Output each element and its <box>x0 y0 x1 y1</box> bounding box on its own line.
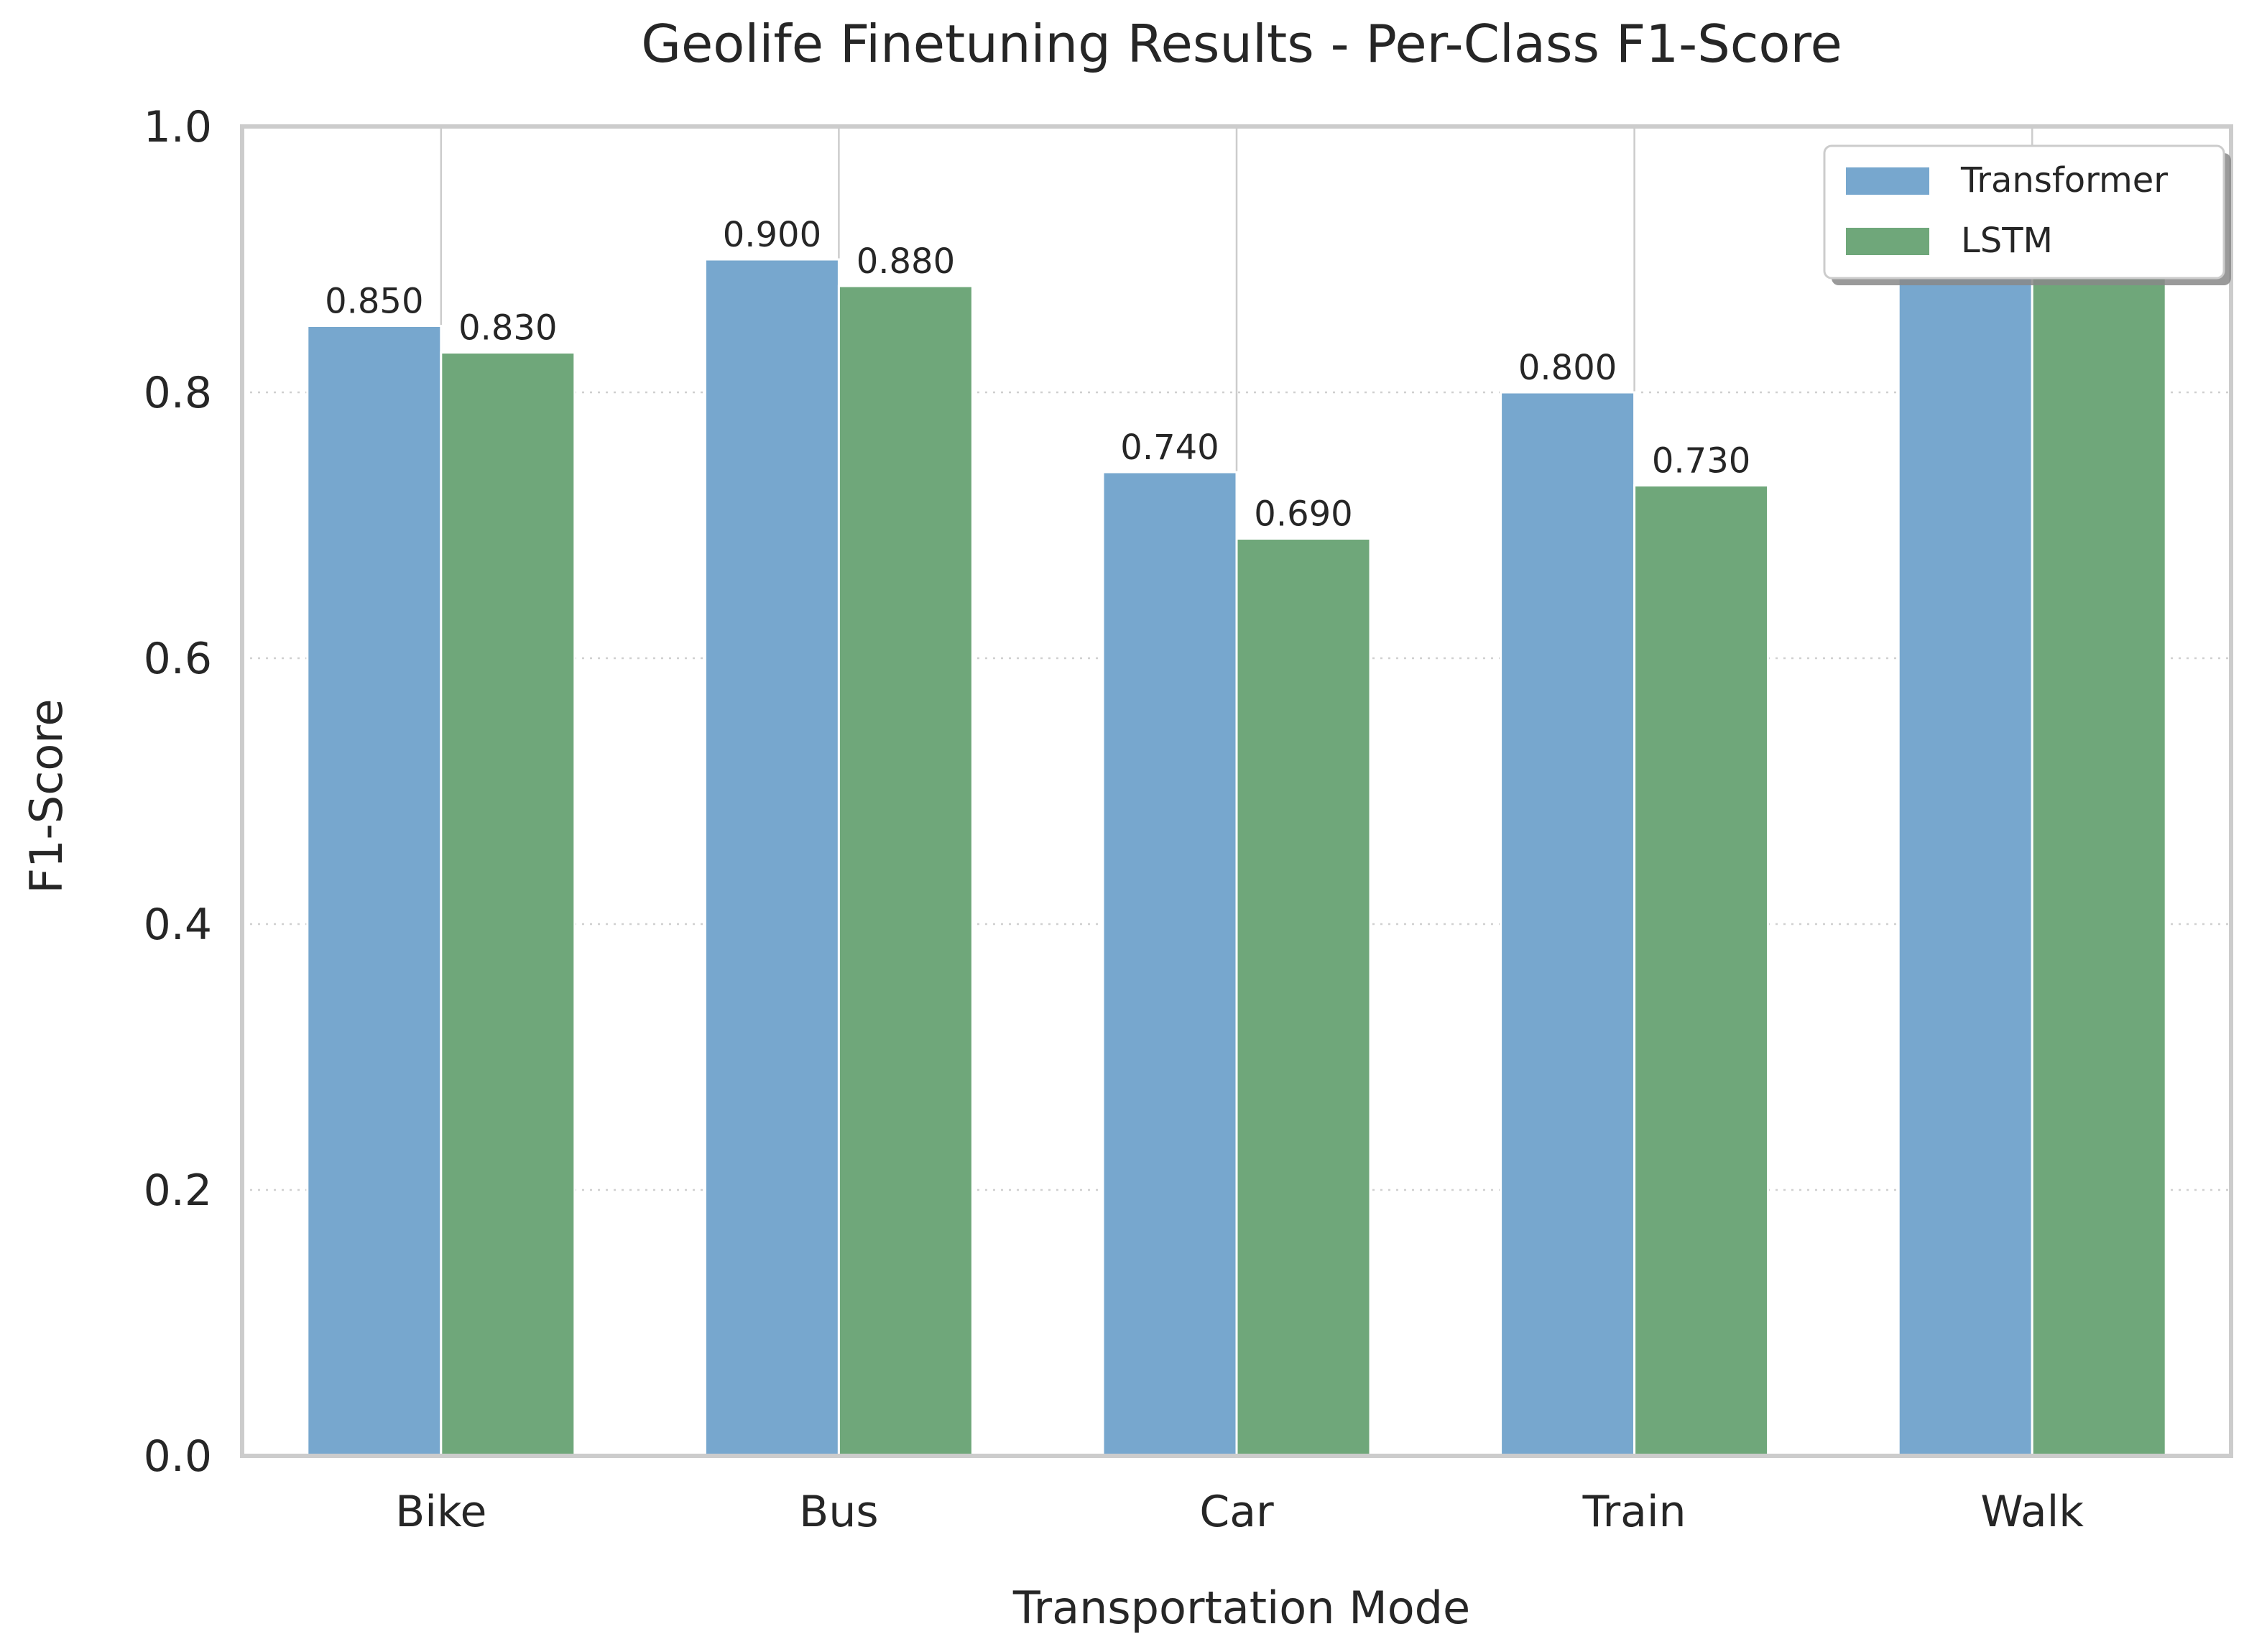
bar-lstm-bike <box>440 351 576 1457</box>
bar-transformer-train <box>1500 391 1636 1457</box>
legend-swatch-transformer <box>1846 167 1929 195</box>
y-tick-label: 0.6 <box>144 634 212 684</box>
bar-lstm-walk <box>2031 231 2167 1457</box>
bar-lstm-car <box>1235 537 1372 1457</box>
bar-transformer-bus <box>703 258 840 1457</box>
plot-frame <box>240 124 2233 1458</box>
bar-value-label: 0.730 <box>1652 441 1750 481</box>
bar-transformer-walk <box>1897 218 2033 1457</box>
bar-value-label: 0.880 <box>857 241 955 282</box>
bar-transformer-bike <box>306 325 443 1457</box>
bar-value-label: 0.850 <box>325 282 423 322</box>
y-tick-label: 0.2 <box>144 1166 212 1216</box>
bar-transformer-car <box>1102 471 1238 1457</box>
x-tick-label: Train <box>1582 1487 1686 1537</box>
y-tick-label: 0.0 <box>144 1431 212 1482</box>
bar-lstm-bus <box>837 285 974 1457</box>
bar-value-label: 0.830 <box>458 308 557 349</box>
x-axis-label: Transportation Mode <box>1012 1582 1470 1634</box>
bar-value-label: 0.690 <box>1254 494 1352 535</box>
legend-label-transformer: Transformer <box>1960 160 2168 200</box>
y-tick-label: 0.8 <box>144 368 212 418</box>
bar-value-label: 0.900 <box>723 215 821 255</box>
x-tick-label: Bus <box>799 1487 878 1537</box>
legend-swatch-lstm <box>1846 228 1929 255</box>
x-tick-label: Bike <box>395 1487 486 1537</box>
plot-area: 0.0 0.2 0.4 0.6 0.8 1.0 0.850 0.900 0.740 0.800 0.… <box>144 102 2233 1537</box>
y-tick-label: 1.0 <box>144 102 212 152</box>
chart-title: Geolife Finetuning Results - Per-Class F… <box>641 14 1842 74</box>
y-tick-label: 0.4 <box>144 900 212 950</box>
legend: Transformer LSTM <box>1823 144 2231 285</box>
x-tick-label: Walk <box>1980 1487 2084 1537</box>
x-tick-label: Car <box>1199 1487 1274 1537</box>
bar-lstm-train <box>1633 484 1770 1457</box>
y-axis-label: F1-Score <box>20 698 73 893</box>
legend-label-lstm: LSTM <box>1961 221 2053 261</box>
bar-value-label: 0.800 <box>1518 348 1617 388</box>
bar-value-label: 0.740 <box>1120 428 1219 468</box>
